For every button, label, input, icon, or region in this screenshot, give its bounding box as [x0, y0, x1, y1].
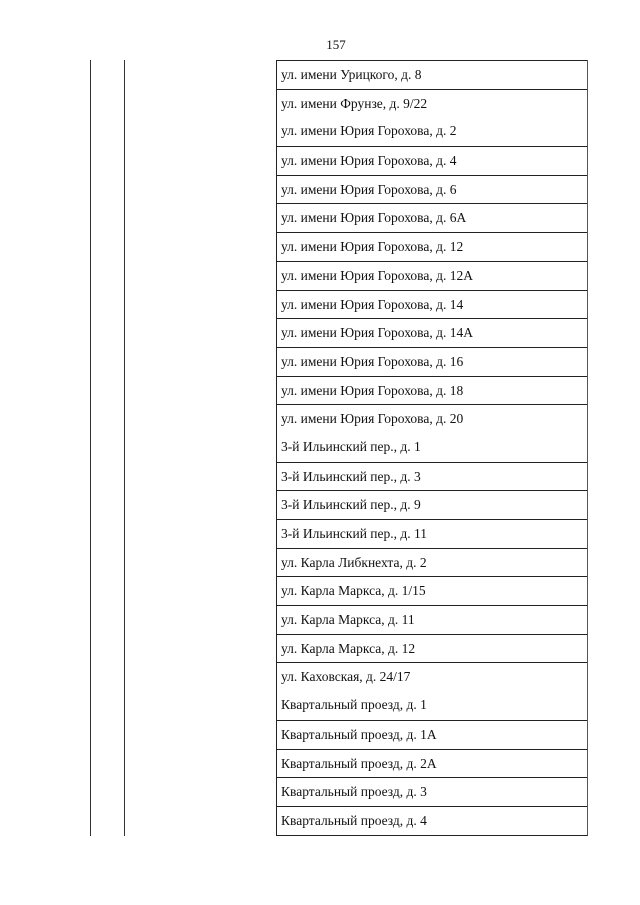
table-column-border: [90, 60, 91, 836]
table-row: Квартальный проезд, д. 2А: [277, 748, 587, 778]
table-row: ул. Карла Маркса, д. 12: [277, 633, 587, 663]
table-row: Квартальный проезд, д. 3: [277, 777, 587, 806]
table-row: ул. имени Юрия Горохова, д. 2: [281, 123, 457, 139]
table-row: ул. имени Юрия Горохова, д. 4: [277, 146, 587, 175]
table-row: ул. имени Юрия Горохова, д. 12А: [277, 260, 587, 290]
table-row: ул. имени Юрия Горохова, д. 12: [277, 232, 587, 261]
table-column-border: [124, 60, 125, 836]
table-row: Квартальный проезд, д. 1А: [277, 719, 587, 749]
table-row: 3-й Ильинский пер., д. 9: [277, 490, 587, 519]
table-row: 3-й Ильинский пер., д. 3: [277, 461, 587, 491]
table-row: 3-й Ильинский пер., д. 11: [277, 519, 587, 548]
table-row: ул. имени Урицкого, д. 8: [277, 60, 587, 89]
table-row: ул. имени Юрия Горохова, д. 20: [277, 404, 587, 433]
table-row: ул. имени Юрия Горохова, д. 14: [277, 289, 587, 319]
table-row: ул. имени Юрия Горохова, д. 18: [277, 375, 587, 405]
address-table: ул. имени Урицкого, д. 8 ул. имени Фрунзе…: [276, 60, 588, 836]
table-row: ул. имени Юрия Горохова, д. 14А: [277, 318, 587, 347]
table-row: ул. имени Фрунзе, д. 9/22: [277, 88, 587, 118]
page-number: 157: [326, 37, 346, 52]
table-row: ул. Карла Маркса, д. 1/15: [277, 576, 587, 605]
table-row: ул. Карла Маркса, д. 11: [277, 605, 587, 634]
table-row: 3-й Ильинский пер., д. 1: [281, 438, 421, 454]
table-row: ул. имени Юрия Горохова, д. 6: [277, 174, 587, 204]
table-row: Квартальный проезд, д. 1: [281, 697, 427, 713]
table-row: ул. имени Юрия Горохова, д. 6А: [277, 203, 587, 232]
table-row: Квартальный проезд, д. 4: [277, 805, 587, 835]
table-row: ул. Карла Либкнехта, д. 2: [277, 547, 587, 577]
table-row: ул. имени Юрия Горохова, д. 16: [277, 346, 587, 376]
table-row: ул. Каховская, д. 24/17: [277, 662, 587, 691]
